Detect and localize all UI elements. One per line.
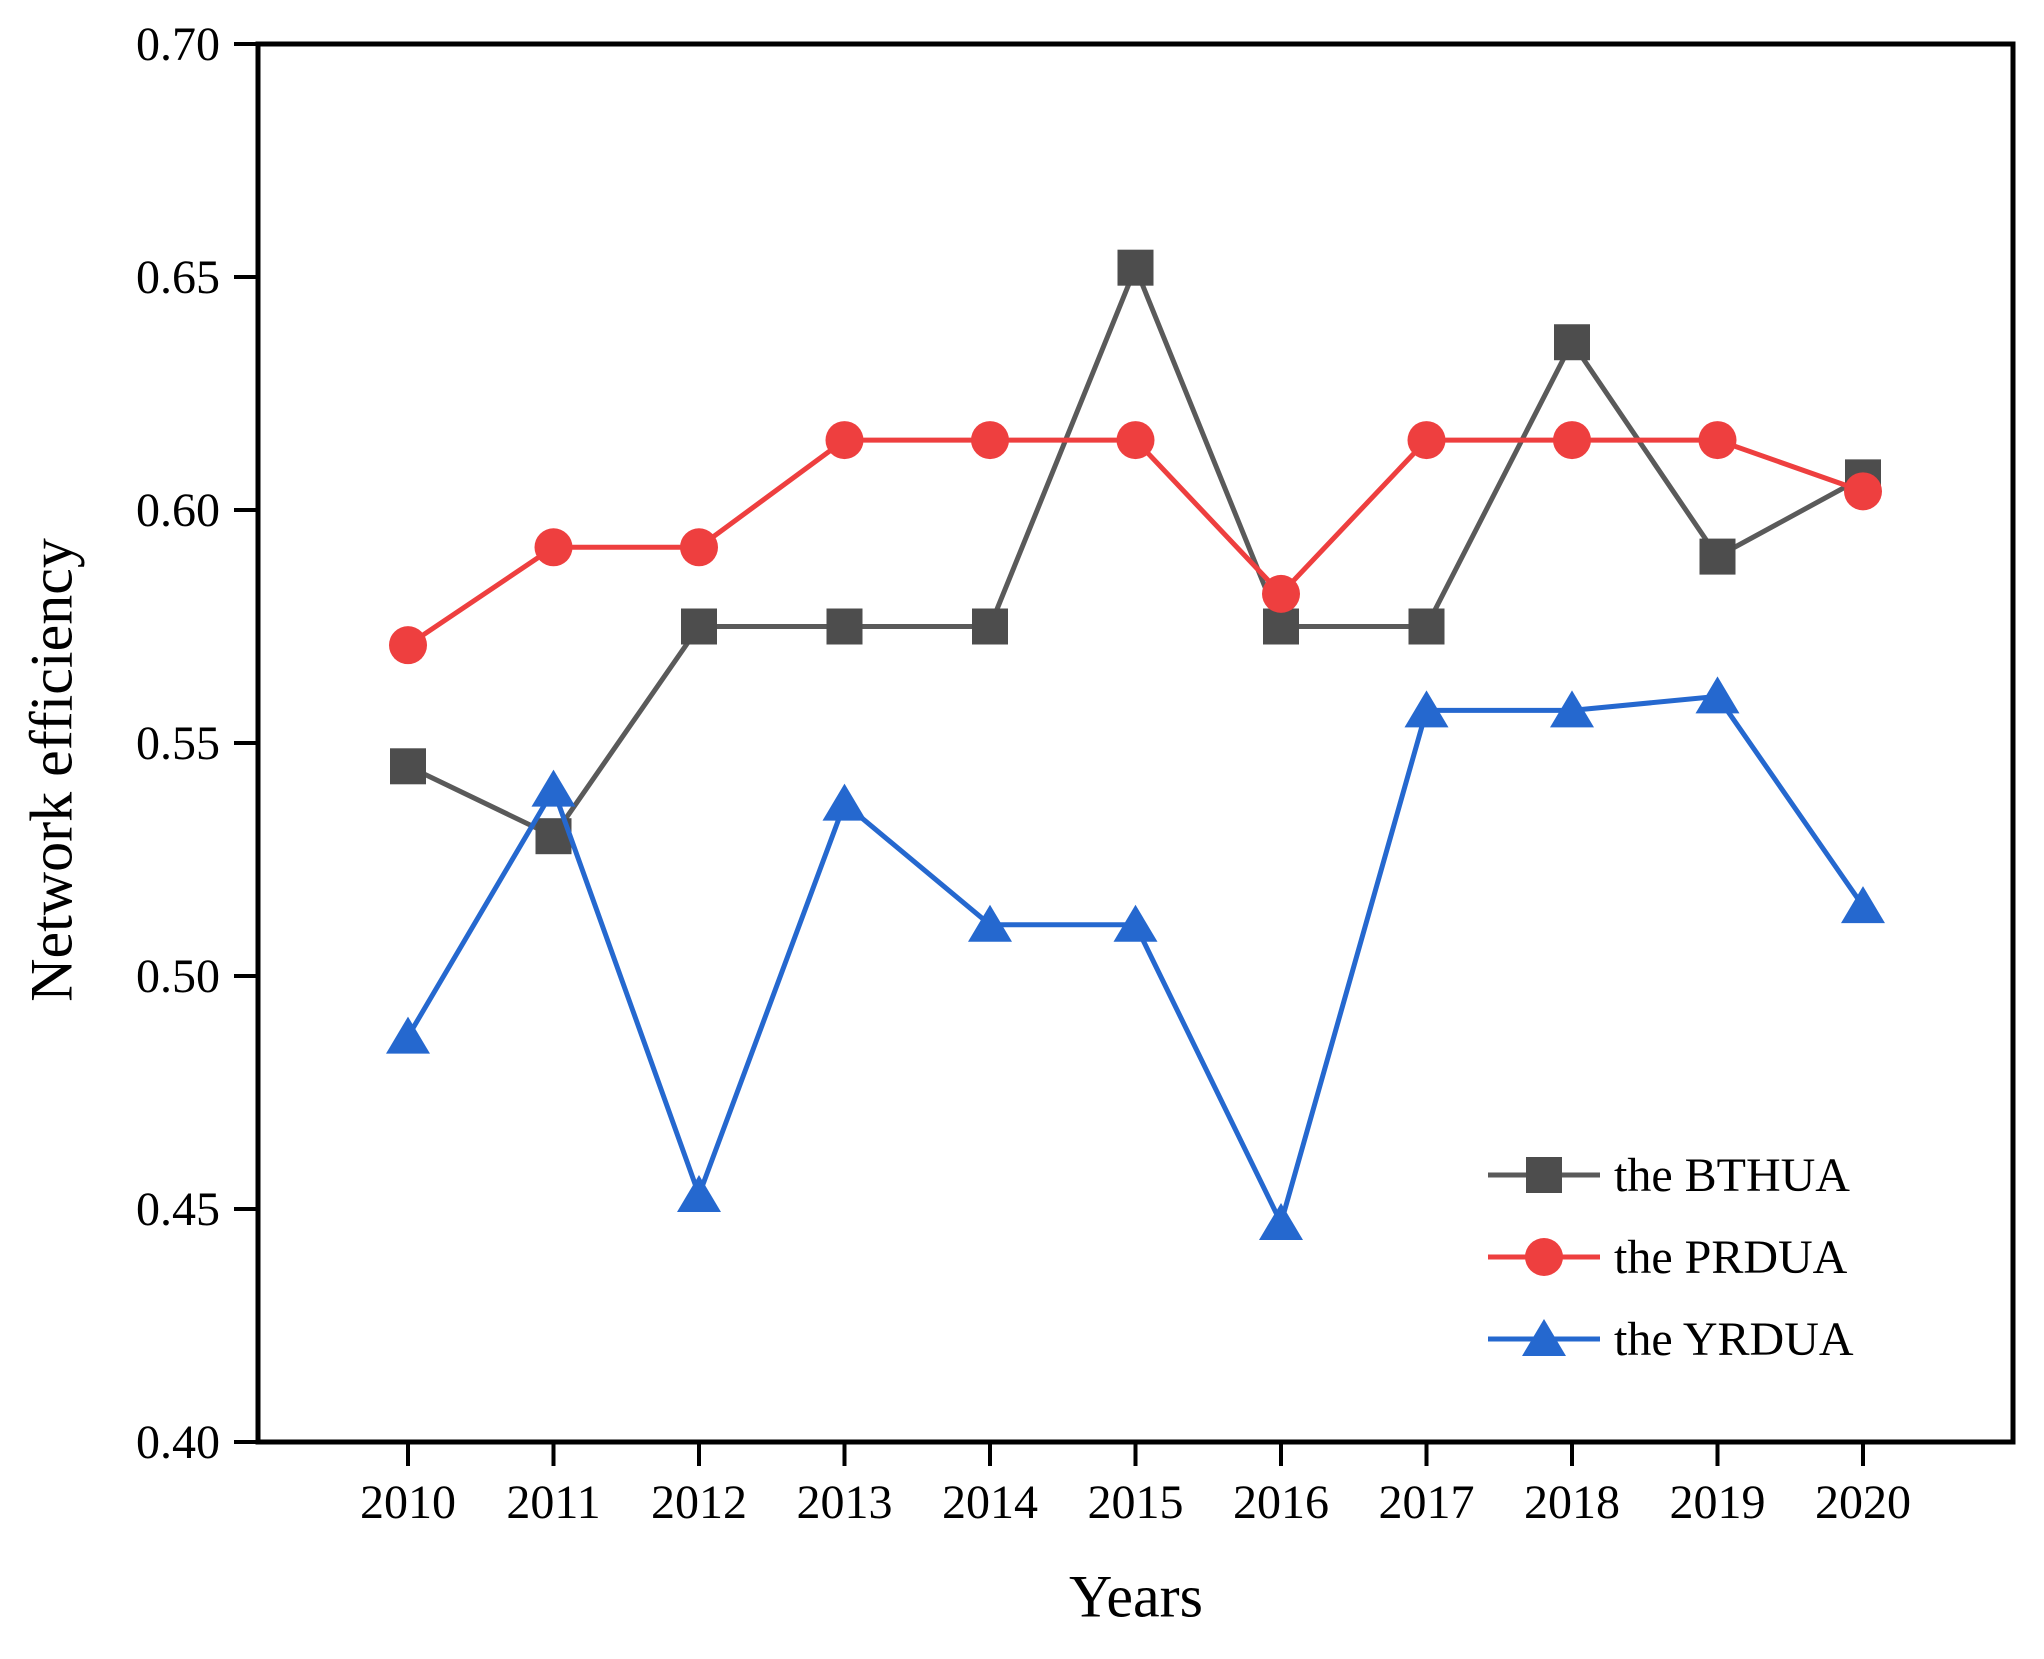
triangle-marker	[677, 1175, 721, 1213]
triangle-marker	[1522, 1319, 1566, 1356]
circle-marker	[389, 626, 427, 665]
circle-marker	[1116, 421, 1155, 460]
legend-entry-prdua: the PRDUA	[1488, 1216, 1854, 1298]
triangle-marker	[968, 904, 1012, 942]
y-tick-label: 0.40	[136, 1416, 220, 1469]
x-tick-label: 2011	[506, 1476, 600, 1529]
x-axis-title: Years	[1069, 1563, 1203, 1630]
square-marker	[1699, 538, 1736, 575]
circle-marker	[1262, 574, 1300, 613]
y-tick-label: 0.45	[136, 1183, 220, 1236]
y-tick-label: 0.60	[136, 484, 220, 537]
square-marker	[390, 748, 426, 785]
x-tick-label: 2017	[1379, 1476, 1475, 1529]
x-tick-label: 2016	[1233, 1476, 1329, 1529]
circle-marker	[1698, 421, 1737, 460]
triangle-marker	[1404, 690, 1449, 728]
x-tick-label: 2015	[1088, 1476, 1184, 1529]
series-the-BTHUA	[390, 249, 1881, 855]
triangle-series-marker-icon	[1488, 1319, 1600, 1356]
y-axis-title: Network efficiency	[18, 538, 85, 1002]
circle-marker	[1525, 1238, 1563, 1276]
square-marker	[826, 608, 863, 645]
circle-series-marker-icon	[1488, 1238, 1600, 1276]
series-the-PRDUA	[389, 421, 1882, 665]
x-tick-label: 2020	[1815, 1476, 1911, 1529]
square-marker	[1408, 608, 1445, 645]
series-the-YRDUA	[386, 676, 1885, 1240]
circle-marker	[534, 528, 573, 567]
legend-label: the PRDUA	[1614, 1230, 1848, 1284]
circle-marker	[1553, 421, 1591, 460]
legend-entry-bthua: the BTHUA	[1488, 1134, 1854, 1216]
y-tick-label: 0.70	[136, 18, 220, 71]
x-tick-label: 2012	[651, 1476, 747, 1529]
y-tick-label: 0.55	[136, 717, 220, 770]
x-tick-label: 2014	[942, 1476, 1038, 1529]
square-marker	[1554, 324, 1590, 361]
square-marker	[1117, 249, 1154, 286]
legend-label: the BTHUA	[1614, 1148, 1850, 1202]
triangle-marker	[1841, 886, 1885, 924]
legend: the BTHUA the PRDUA the YRDUA	[1488, 1134, 1854, 1380]
circle-marker	[1844, 472, 1882, 511]
triangle-marker	[531, 769, 576, 807]
x-tick-label: 2018	[1524, 1476, 1620, 1529]
series-line	[406, 437, 1864, 648]
triangle-marker	[822, 783, 867, 821]
triangle-marker	[1695, 676, 1740, 714]
triangle-marker	[386, 1016, 430, 1054]
x-tick-label: 2013	[797, 1476, 893, 1529]
circle-marker	[1407, 421, 1446, 460]
circle-marker	[680, 528, 718, 567]
triangle-marker	[1550, 690, 1594, 728]
x-tick-label: 2019	[1670, 1476, 1766, 1529]
square-marker	[972, 608, 1008, 645]
square-marker	[681, 608, 717, 645]
series-line	[406, 261, 1865, 840]
triangle-marker	[1113, 904, 1158, 942]
square-marker	[1263, 608, 1299, 645]
legend-label: the YRDUA	[1614, 1312, 1854, 1366]
circle-marker	[825, 421, 864, 460]
triangle-marker	[1259, 1202, 1303, 1240]
legend-entry-yrdua: the YRDUA	[1488, 1298, 1854, 1380]
square-marker	[1526, 1157, 1562, 1193]
y-tick-label: 0.50	[136, 950, 220, 1003]
square-series-marker-icon	[1488, 1157, 1600, 1193]
circle-marker	[971, 421, 1009, 460]
y-tick-label: 0.65	[136, 251, 220, 304]
x-tick-label: 2010	[360, 1476, 456, 1529]
